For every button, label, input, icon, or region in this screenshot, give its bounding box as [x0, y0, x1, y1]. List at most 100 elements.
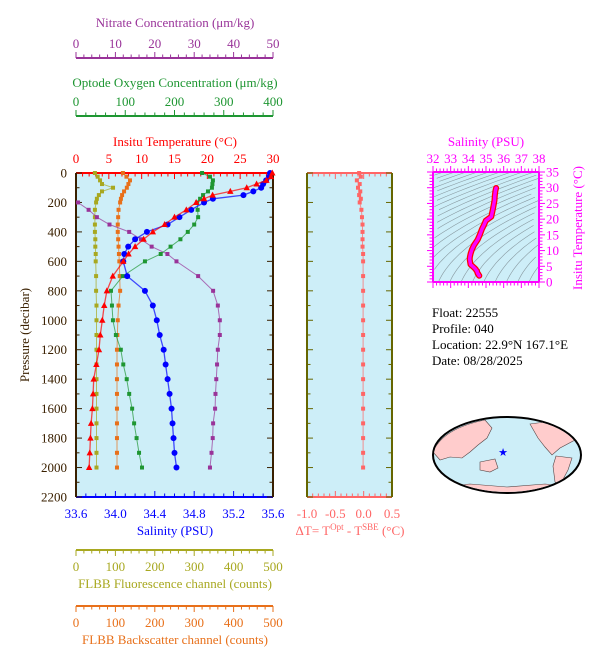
fluorescence-point — [94, 196, 99, 201]
delta-t-point — [361, 303, 366, 308]
fluorescence-point — [94, 436, 99, 441]
temperature-axis-tick-label: 15 — [168, 151, 181, 166]
delta-t-point — [361, 406, 366, 411]
salinity-axis-title: Salinity (PSU) — [137, 523, 213, 538]
delta-t-point — [360, 229, 365, 234]
salinity-point — [240, 192, 247, 199]
density-contour-line — [517, 256, 537, 283]
fluorescence-point — [94, 465, 99, 470]
ts-temperature-axis-tick-label: 30 — [546, 180, 559, 195]
salinity-point — [149, 302, 156, 309]
fluorescence-point — [92, 222, 97, 227]
temperature-series — [85, 169, 276, 471]
temperature-axis-tick-label: 10 — [135, 151, 148, 166]
ts-temperature-axis-tick-label: 10 — [546, 243, 559, 258]
map-land-australia — [479, 458, 499, 473]
temperature-point — [120, 257, 127, 264]
temperature-point — [89, 390, 97, 397]
backscatter-point — [114, 362, 119, 367]
salinity-point — [188, 206, 195, 213]
backscatter-point — [124, 185, 129, 190]
fluorescence-axis-tick-label: 100 — [106, 559, 126, 574]
salinity-point — [171, 449, 178, 456]
temperature-point — [149, 228, 157, 235]
oxygen-point — [158, 252, 163, 256]
delta-t-point — [358, 189, 363, 194]
temperature-point — [125, 250, 132, 257]
delta-t-axis-tick-label: 0.5 — [384, 506, 400, 521]
fluorescence-point — [93, 259, 98, 264]
fluorescence-point — [96, 193, 101, 198]
density-contour-line — [449, 212, 535, 283]
oxygen-point — [132, 421, 137, 426]
backscatter-point — [114, 391, 119, 396]
ts-salinity-axis-title: Salinity (PSU) — [448, 134, 524, 149]
nitrate-axis-tick-label: 30 — [188, 36, 201, 51]
data-layer — [75, 169, 500, 471]
profile-number: Profile: 040 — [432, 321, 494, 336]
backscatter-axis-tick-label: 400 — [224, 615, 244, 630]
delta-t-point — [358, 174, 363, 179]
star-icon: ★ — [498, 447, 508, 459]
ts-salinity-axis-tick-label: 33 — [444, 151, 457, 166]
ts-salinity-axis-tick-label: 37 — [515, 151, 529, 166]
fluorescence-point — [92, 207, 97, 212]
fluorescence-point — [94, 274, 99, 279]
fluorescence-series — [92, 171, 116, 470]
oxygen-point — [139, 465, 144, 470]
density-contour-line — [438, 206, 537, 283]
delta-t-point — [361, 318, 366, 323]
delta-t-point — [358, 196, 363, 201]
salinity-series — [120, 170, 274, 471]
nitrate-point — [211, 288, 216, 293]
salinity-axis-tick-label: 34.0 — [104, 506, 127, 521]
salinity-point — [156, 332, 163, 338]
delta-t-axis-tick-label: -0.5 — [325, 506, 346, 521]
delta-t-series — [354, 171, 366, 470]
oxygen-point — [108, 288, 113, 293]
pressure-axis-title: Pressure (decibar) — [17, 288, 32, 382]
nitrate-axis-title: Nitrate Concentration (μm/kg) — [96, 15, 255, 30]
nitrate-point — [213, 406, 218, 411]
nitrate-point — [107, 222, 112, 227]
fluorescence-point — [93, 252, 98, 256]
fluorescence-point — [94, 347, 99, 352]
density-contour-line — [437, 171, 489, 192]
delta-t-title-sup: SBE — [362, 522, 379, 532]
backscatter-axis-tick-label: 100 — [106, 615, 126, 630]
backscatter-axis-tick-label: 300 — [184, 615, 204, 630]
delta-t-title-part: ΔT= T — [296, 523, 331, 538]
salinity-point — [132, 236, 139, 243]
nitrate-point — [211, 421, 216, 426]
pressure-axis-tick-label: 800 — [48, 283, 68, 298]
backscatter-axis-tick-label: 200 — [145, 615, 165, 630]
salinity-point — [250, 188, 257, 195]
salinity-point — [168, 405, 175, 412]
delta-t-axis-tick-label: -1.0 — [297, 506, 318, 521]
temperature-point — [192, 198, 200, 205]
oxygen-point — [210, 182, 215, 187]
delta-t-point — [360, 222, 365, 227]
nitrate-point — [214, 377, 219, 382]
temperature-point — [90, 375, 97, 382]
nitrate-point — [209, 450, 214, 455]
salinity-point — [143, 228, 150, 235]
oxygen-point — [198, 196, 203, 201]
pressure-axis-tick-label: 1000 — [41, 313, 67, 328]
float-id: Float: 22555 — [432, 305, 498, 320]
oxygen-point — [201, 193, 206, 198]
delta-t-point — [361, 377, 366, 382]
delta-t-point — [357, 200, 362, 205]
density-contour-line — [506, 244, 540, 283]
temperature-point — [89, 405, 96, 412]
density-contour-line — [483, 231, 535, 283]
salinity-point — [121, 251, 128, 257]
backscatter-point — [126, 182, 131, 187]
temperature-point — [253, 180, 260, 187]
salinity-point — [125, 243, 132, 250]
oxygen-point — [109, 303, 114, 308]
density-contour-line — [434, 200, 540, 270]
density-contour-line — [460, 218, 534, 283]
temperature-axis-tick-label: 20 — [201, 151, 214, 166]
nitrate-axis-tick-label: 40 — [227, 36, 240, 51]
